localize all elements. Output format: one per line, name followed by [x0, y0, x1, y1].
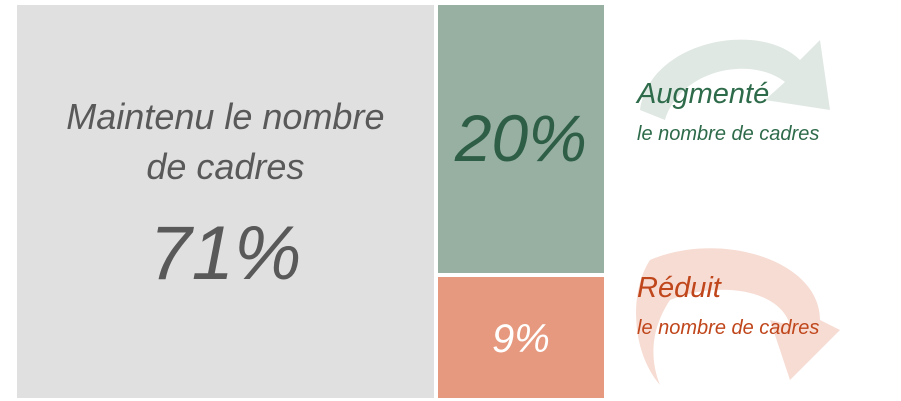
value-label: 20% [454, 101, 587, 175]
side-label: Augmenté [637, 78, 770, 110]
tile-label: Maintenu le nombre de cadres [66, 96, 385, 187]
tile [437, 277, 604, 398]
tile [437, 5, 604, 274]
side-sublabel: le nombre de cadres [637, 317, 820, 339]
side-sublabel: le nombre de cadres [637, 123, 820, 145]
down-arrow [636, 248, 840, 385]
side-label: Réduit [637, 272, 721, 304]
up-arrow [640, 39, 830, 120]
value-label: 9% [491, 317, 550, 362]
value-label: 71% [149, 211, 302, 296]
tile [17, 5, 434, 398]
